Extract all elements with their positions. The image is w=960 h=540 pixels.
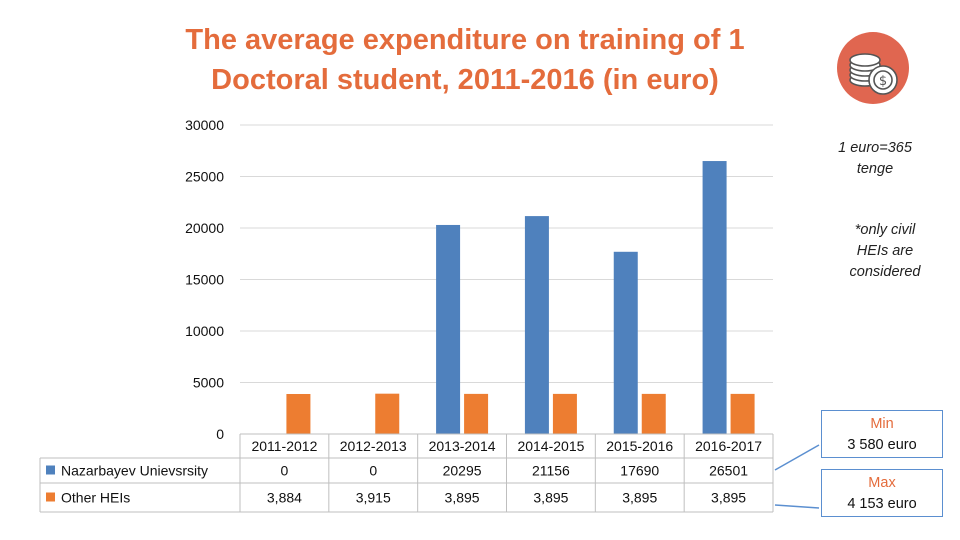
category-label: 2014-2015 [517,438,584,454]
max-label: Max [868,475,896,491]
legend-key [46,465,55,475]
scope-note: *only civil HEIs are considered [849,222,921,280]
bar [524,216,549,434]
min-label: Min [870,416,894,432]
y-tick-label: 5000 [193,375,224,391]
data-label: 3,915 [356,490,391,506]
data-label: 3,884 [267,490,302,506]
min-callout: Min 3 580 euro [821,410,943,458]
max-value: 4 153 euro [847,496,917,512]
category-label: 2013-2014 [429,438,496,454]
data-label: 0 [281,463,289,479]
y-tick-label: 30000 [185,117,224,133]
data-label: 3,895 [445,490,480,506]
bar [641,393,666,434]
category-label: 2016-2017 [695,438,762,454]
data-label: 20295 [443,463,482,479]
chart-title-line-2: Doctoral student, 2011-2016 (in euro) [211,64,719,96]
bar [613,251,638,434]
svg-text:$: $ [879,74,887,89]
data-label: 17690 [620,463,659,479]
coins-icon: $ [837,32,909,104]
y-tick-label: 25000 [185,169,224,185]
category-label: 2015-2016 [606,438,673,454]
bar [730,393,755,434]
chart-title-line-1: The average expenditure on training of 1 [185,24,745,56]
bar [375,393,400,434]
legend-key [46,492,55,502]
chart-title: The average expenditure on training of 1… [120,20,810,100]
data-label: 0 [369,463,377,479]
exchange-rate-note: 1 euro=365 tenge [838,140,912,177]
legend-label: Other HEIs [61,490,130,506]
bar [286,393,311,434]
bar [552,393,577,434]
data-label: 3,895 [533,490,568,506]
data-label: 3,895 [622,490,657,506]
bar [702,161,727,434]
bar [436,224,461,434]
data-label: 26501 [709,463,748,479]
y-tick-label: 10000 [185,323,224,339]
min-connector [774,444,820,471]
max-callout: Max 4 153 euro [821,469,943,517]
data-label: 3,895 [711,490,746,506]
bar [464,393,489,434]
category-label: 2011-2012 [251,438,317,454]
y-tick-label: 0 [216,426,224,442]
y-tick-label: 15000 [185,272,224,288]
min-value: 3 580 euro [847,437,917,453]
y-tick-label: 20000 [185,220,224,236]
data-label: 21156 [532,463,570,479]
max-connector [774,504,820,509]
category-label: 2012-2013 [340,438,407,454]
legend-label: Nazarbayev Unievsrsity [61,463,208,479]
